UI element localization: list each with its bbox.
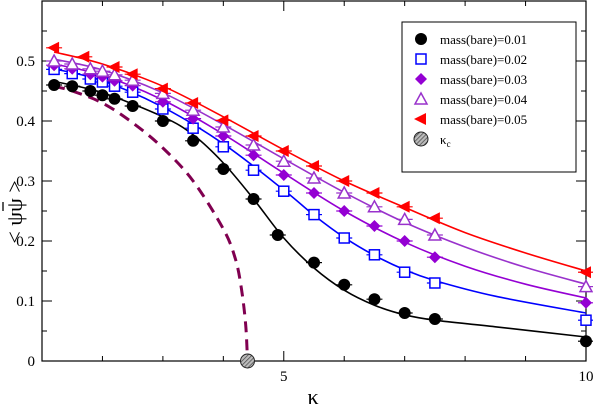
data-point bbox=[429, 313, 441, 325]
data-point bbox=[338, 205, 350, 217]
data-point bbox=[399, 307, 411, 319]
y-tick-label: 0.5 bbox=[16, 54, 35, 70]
data-point bbox=[368, 293, 380, 305]
data-point bbox=[400, 267, 410, 277]
legend-label: mass(bare)=0.01 bbox=[440, 32, 527, 47]
data-point bbox=[369, 250, 379, 260]
data-point bbox=[430, 278, 440, 288]
x-tick-label: 5 bbox=[280, 369, 288, 385]
data-point bbox=[338, 279, 350, 291]
y-tick-label: 0 bbox=[28, 354, 36, 370]
legend-label: mass(bare)=0.02 bbox=[440, 52, 527, 67]
data-point bbox=[187, 135, 199, 147]
data-point bbox=[218, 142, 228, 152]
data-point bbox=[157, 115, 169, 127]
data-point bbox=[272, 229, 284, 241]
data-point bbox=[581, 315, 591, 325]
data-point bbox=[367, 187, 379, 199]
data-point bbox=[580, 335, 592, 347]
y-axis-label-text: < ψψ > bbox=[2, 180, 27, 243]
legend-marker bbox=[415, 33, 427, 45]
kappa-c-point bbox=[241, 354, 255, 368]
legend: mass(bare)=0.01 mass(bare)=0.02 mass(bare)… bbox=[402, 22, 576, 172]
data-point bbox=[580, 297, 592, 309]
data-point bbox=[308, 187, 320, 199]
x-tick-label: 10 bbox=[579, 369, 593, 385]
data-point bbox=[188, 123, 198, 133]
legend-label: mass(bare)=0.03 bbox=[440, 72, 527, 87]
data-point bbox=[109, 93, 121, 105]
legend-marker bbox=[416, 54, 426, 64]
data-point bbox=[337, 175, 349, 187]
data-point bbox=[307, 160, 319, 172]
data-point bbox=[308, 257, 320, 269]
data-point bbox=[398, 201, 410, 213]
y-tick-label: 0.4 bbox=[16, 114, 35, 130]
legend-marker bbox=[414, 132, 428, 146]
data-point bbox=[309, 210, 319, 220]
legend-label: mass(bare)=0.04 bbox=[440, 92, 528, 107]
data-point bbox=[249, 165, 259, 175]
data-point bbox=[579, 266, 591, 278]
data-point bbox=[399, 235, 411, 247]
y-tick-label: 0.1 bbox=[16, 294, 35, 310]
data-point bbox=[248, 193, 260, 205]
data-point bbox=[127, 100, 139, 112]
data-point bbox=[279, 186, 289, 196]
data-point bbox=[77, 51, 89, 63]
data-point bbox=[47, 42, 59, 54]
x-axis-label: κ bbox=[307, 384, 318, 409]
y-axis-label: < ψψ > bbox=[2, 180, 27, 243]
data-point bbox=[48, 79, 60, 91]
data-point bbox=[66, 80, 78, 92]
data-point bbox=[339, 233, 349, 243]
data-point bbox=[428, 212, 440, 224]
data-point bbox=[217, 163, 229, 175]
legend-label: mass(bare)=0.05 bbox=[440, 112, 527, 127]
